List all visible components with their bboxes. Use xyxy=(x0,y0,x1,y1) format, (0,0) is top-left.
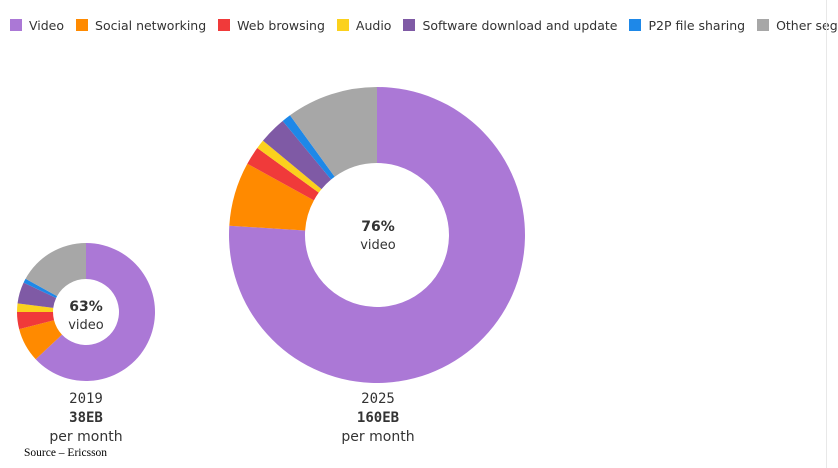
legend-item-p2p: P2P file sharing xyxy=(629,18,745,33)
legend-swatch-audio xyxy=(336,19,349,31)
legend-item-video: Video xyxy=(10,18,64,33)
slice-2025-audio xyxy=(257,140,322,193)
unit-2019: per month xyxy=(49,429,123,445)
donut-chart-2025: 76% video xyxy=(229,87,525,384)
center-label-2019: video xyxy=(68,318,104,333)
legend-item-software-download: Software download and update xyxy=(403,18,617,33)
slice-2019-p2p-file-sharing xyxy=(23,278,58,298)
slice-2025-video xyxy=(229,87,525,384)
center-value-2019: 63% xyxy=(69,299,103,315)
year-2019: 2019 xyxy=(69,391,103,407)
total-2019: 38EB xyxy=(69,410,103,426)
slice-2025-software-download-and-update xyxy=(262,120,332,190)
legend-item-other: Other segments xyxy=(757,18,838,33)
legend-label-audio: Audio xyxy=(355,17,392,33)
center-label-2025: video xyxy=(360,238,396,253)
slice-2019-video xyxy=(35,243,156,381)
donut-slices-2025 xyxy=(229,87,525,384)
slice-2019-social-networking xyxy=(19,320,62,360)
caption-2025: 2025 160EB per month xyxy=(318,390,438,447)
slice-2019-software-download-and-update xyxy=(17,282,57,308)
slice-2019-other-segments xyxy=(25,242,86,297)
donut-slices-2019 xyxy=(17,242,156,381)
caption-2019: 2019 38EB per month xyxy=(36,390,136,447)
legend-swatch-software-download xyxy=(403,19,416,31)
legend-swatch-social-networking xyxy=(76,19,89,31)
legend-item-web-browsing: Web browsing xyxy=(218,18,325,33)
legend-swatch-other xyxy=(757,19,770,31)
slice-2019-web-browsing xyxy=(17,312,55,330)
panel-border xyxy=(826,0,827,468)
legend-label-video: Video xyxy=(29,17,65,33)
legend-swatch-video xyxy=(10,19,22,31)
slice-2025-social-networking xyxy=(229,163,314,231)
chart-legend: Video Social networking Web browsing Aud… xyxy=(10,15,838,35)
legend-label-software-download: Software download and update xyxy=(422,17,618,33)
legend-label-other: Other segments xyxy=(776,17,838,33)
legend-swatch-p2p xyxy=(629,19,642,31)
slice-2025-p2p-file-sharing xyxy=(282,115,335,180)
legend-item-social-networking: Social networking xyxy=(76,18,206,33)
total-2025: 160EB xyxy=(356,410,400,426)
legend-swatch-web-browsing xyxy=(218,19,231,31)
legend-label-p2p: P2P file sharing xyxy=(648,17,746,33)
donut-chart-2019: 63% video xyxy=(17,242,156,381)
center-value-2025: 76% xyxy=(361,219,395,235)
year-2025: 2025 xyxy=(361,391,395,407)
legend-label-social-networking: Social networking xyxy=(95,17,207,33)
legend-item-audio: Audio xyxy=(336,17,392,33)
source-note: Source – Ericsson xyxy=(24,447,108,459)
slice-2025-web-browsing xyxy=(247,148,319,201)
unit-2025: per month xyxy=(341,429,415,445)
legend-label-web-browsing: Web browsing xyxy=(237,17,325,33)
slice-2019-audio xyxy=(17,303,54,312)
slice-2025-other-segments xyxy=(290,87,377,177)
